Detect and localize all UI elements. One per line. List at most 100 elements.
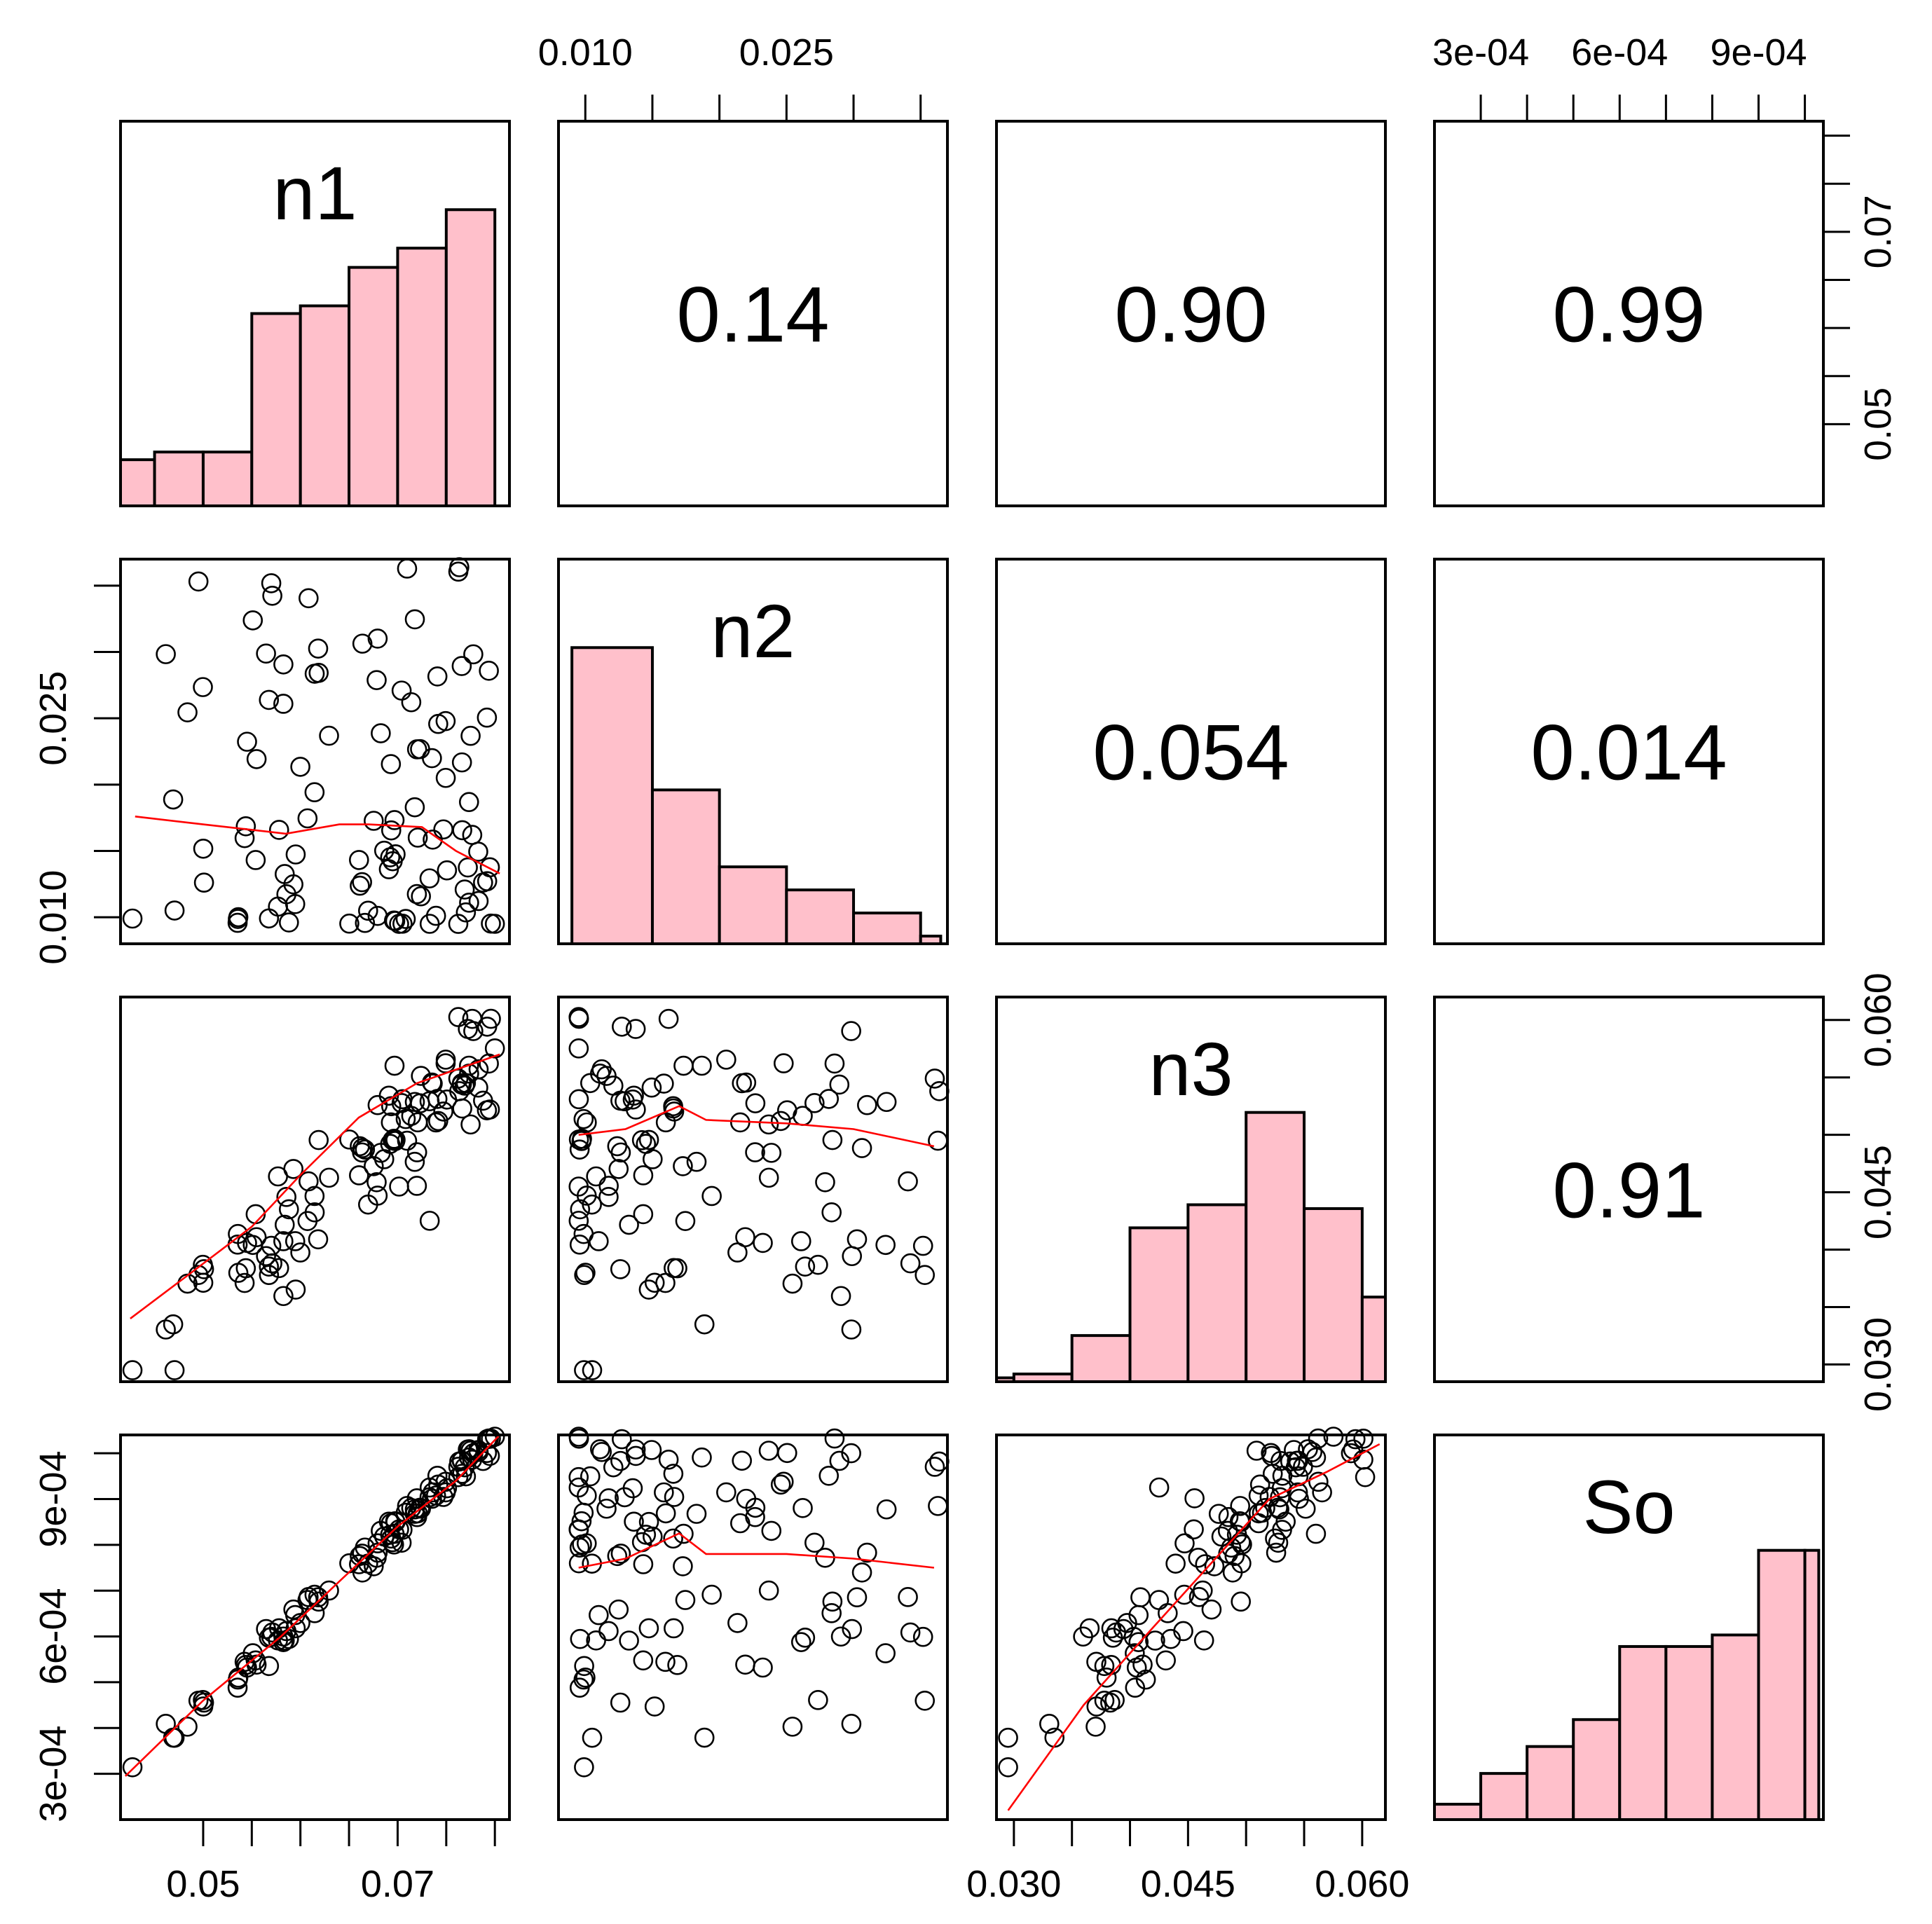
point-n3-So-57 bbox=[1231, 1591, 1252, 1612]
point-n1-n2-75 bbox=[484, 914, 505, 934]
point-n2-So-101 bbox=[568, 1429, 589, 1449]
x-tick-label-So: 6e-04 bbox=[1571, 32, 1668, 74]
point-n2-n3-71 bbox=[619, 1214, 639, 1235]
x-tick-label-n1: 0.05 bbox=[166, 1863, 240, 1905]
panel-n1-n2: 0.14 bbox=[557, 120, 949, 507]
point-n2-n3-28 bbox=[625, 1019, 646, 1039]
point-n2-n3-64 bbox=[914, 1265, 936, 1285]
point-n3-So-110 bbox=[998, 1727, 1018, 1748]
point-n1-n2-45 bbox=[156, 644, 176, 664]
point-n1-n2-6 bbox=[350, 875, 370, 896]
point-n2-n3-75 bbox=[568, 1038, 589, 1059]
point-n2-n3-14 bbox=[808, 1254, 828, 1275]
hist-bar-n1-8 bbox=[444, 208, 497, 507]
panel-frame-n2-n2 bbox=[557, 558, 949, 945]
point-n1-n3-53 bbox=[352, 1138, 373, 1158]
x-axis-n3: 0.030 0.045 0.060 bbox=[966, 1818, 1409, 1905]
point-n1-n3-92 bbox=[304, 1186, 325, 1207]
point-n1-So-62 bbox=[122, 1757, 143, 1778]
point-n2-So-84 bbox=[624, 1511, 644, 1532]
y-tick-label-n1: 0.05 bbox=[1857, 387, 1899, 461]
point-n2-n3-85 bbox=[622, 1089, 643, 1110]
point-n1-n3-9 bbox=[285, 1231, 306, 1251]
point-n2-So-98 bbox=[573, 1502, 594, 1523]
hist-bar-So-4 bbox=[1572, 1718, 1622, 1822]
point-n2-n3-102 bbox=[633, 1165, 654, 1186]
hist-bar-n2-5 bbox=[852, 912, 922, 945]
point-n1-n2-86 bbox=[462, 825, 483, 845]
point-n2-So-3 bbox=[830, 1626, 851, 1647]
variable-label-So: So bbox=[1582, 1464, 1675, 1549]
point-n1-n3-107 bbox=[451, 1073, 472, 1094]
point-n1-n3-57 bbox=[308, 1129, 329, 1150]
point-n3-So-95 bbox=[1094, 1656, 1115, 1677]
point-n1-n2-97 bbox=[381, 754, 402, 774]
point-n1-n3-104 bbox=[477, 1100, 498, 1120]
point-n1-n2-110 bbox=[164, 900, 185, 921]
point-n1-n2-5 bbox=[235, 816, 256, 837]
point-n1-n3-34 bbox=[268, 1258, 289, 1279]
point-n3-So-72 bbox=[1226, 1525, 1247, 1545]
point-n1-So-109 bbox=[177, 1717, 198, 1737]
point-n2-So-70 bbox=[929, 1451, 950, 1472]
point-n2-So-104 bbox=[776, 1443, 797, 1464]
y-tick-label-So: 3e-04 bbox=[32, 1726, 74, 1822]
point-n2-n3-40 bbox=[568, 1007, 589, 1027]
point-n2-So-72 bbox=[636, 1525, 657, 1545]
point-n1-n2-79 bbox=[242, 610, 263, 631]
point-n3-So-90 bbox=[1193, 1580, 1213, 1601]
point-n1-n2-85 bbox=[437, 860, 458, 881]
hist-bar-n2-4 bbox=[785, 888, 856, 946]
point-n2-So-34 bbox=[664, 1618, 684, 1639]
point-n1-n2-101 bbox=[481, 913, 501, 934]
point-n1-n3-40 bbox=[448, 1007, 469, 1027]
panel-n1-So: 0.99 bbox=[1433, 120, 1825, 507]
panel-So-So: So bbox=[1433, 1434, 1825, 1822]
point-n1-n2-36 bbox=[435, 767, 456, 788]
point-n1-n2-98 bbox=[395, 909, 416, 929]
correlation-n1-So: 0.99 bbox=[1553, 271, 1706, 359]
point-n2-So-94 bbox=[610, 1692, 631, 1713]
variable-label-n3: n3 bbox=[1149, 1026, 1233, 1111]
smooth-line-n3-So bbox=[1007, 1443, 1381, 1811]
point-n3-So-50 bbox=[1221, 1537, 1242, 1558]
hist-bar-n3-3 bbox=[1070, 1334, 1132, 1383]
correlation-n2-n3: 0.054 bbox=[1092, 709, 1289, 797]
point-n2-So-90 bbox=[758, 1580, 779, 1601]
point-n1-n2-48 bbox=[425, 905, 446, 926]
point-n3-So-91 bbox=[1165, 1553, 1186, 1574]
point-n2-n3-80 bbox=[638, 1279, 659, 1300]
point-n3-So-27 bbox=[1184, 1488, 1205, 1509]
point-n2-n3-89 bbox=[804, 1093, 825, 1113]
point-n3-So-10 bbox=[1208, 1504, 1229, 1524]
point-n3-So-41 bbox=[1308, 1428, 1329, 1449]
point-n3-So-61 bbox=[1308, 1471, 1329, 1492]
point-n1-n3-81 bbox=[278, 1199, 299, 1220]
point-n2-So-80 bbox=[638, 1618, 659, 1639]
point-n1-n2-103 bbox=[227, 912, 248, 933]
point-n2-n3-107 bbox=[732, 1073, 753, 1094]
panel-frame-n1-n3 bbox=[995, 120, 1387, 507]
point-n1-n2-15 bbox=[352, 872, 372, 893]
point-n1-n2-11 bbox=[364, 811, 384, 831]
point-n1-So-52 bbox=[290, 1613, 310, 1633]
hist-bar-n1-2 bbox=[153, 451, 205, 508]
point-n3-So-66 bbox=[1265, 1528, 1285, 1549]
point-n2-n3-73 bbox=[821, 1202, 842, 1223]
point-n2-n3-88 bbox=[568, 1211, 589, 1231]
point-n1-n2-59 bbox=[422, 748, 442, 769]
point-n1-n2-60 bbox=[411, 886, 431, 907]
point-n1-n3-77 bbox=[262, 1253, 282, 1274]
panel-n3-n2 bbox=[557, 996, 950, 1383]
point-n1-n2-69 bbox=[463, 644, 484, 665]
panel-So-n3 bbox=[995, 1427, 1387, 1821]
point-n2-So-71 bbox=[619, 1630, 639, 1651]
hist-bar-n3-8 bbox=[1360, 1296, 1388, 1383]
point-n1-So-95 bbox=[259, 1656, 280, 1677]
point-n1-n3-110 bbox=[164, 1360, 185, 1380]
point-n1-n2-104 bbox=[477, 707, 498, 728]
point-n2-n3-1 bbox=[928, 1130, 948, 1151]
point-n1-n2-14 bbox=[193, 677, 213, 697]
point-n1-n2-26 bbox=[374, 840, 395, 861]
x-tick-label-n3: 0.030 bbox=[966, 1863, 1061, 1905]
